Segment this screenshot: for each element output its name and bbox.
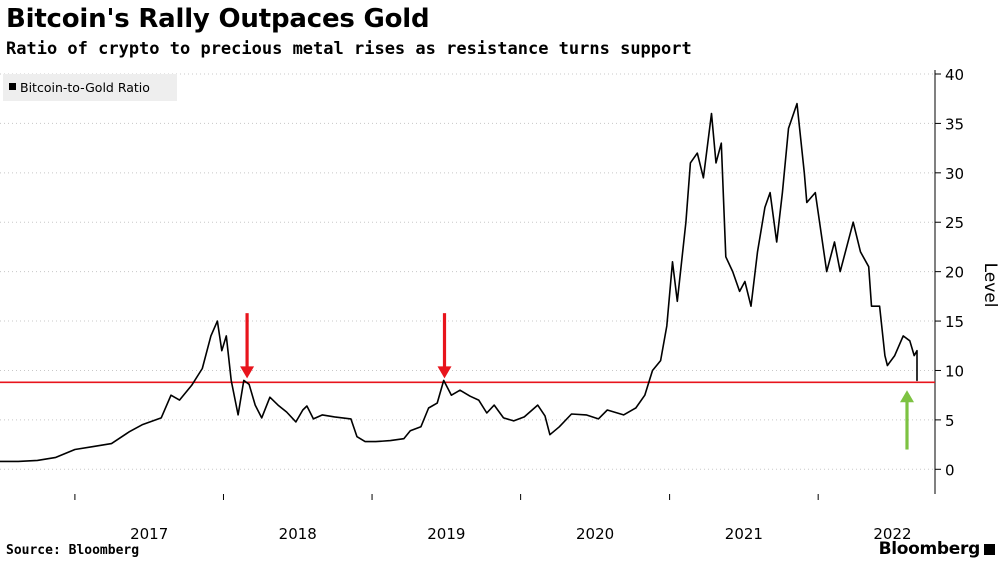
x-tick-label: 2017: [130, 525, 168, 543]
brand-square-icon: [984, 543, 995, 555]
y-axis: 0 5 10 15 20 25 30 35 40: [934, 66, 964, 494]
x-tick-label: 2022: [873, 525, 911, 543]
red-arrow-down: [240, 313, 255, 379]
x-tick-label: 2019: [427, 525, 465, 543]
y-tick-label: 0: [945, 461, 955, 479]
y-tick-label: 25: [945, 214, 964, 232]
x-tick-label: 2020: [576, 525, 614, 543]
legend-entry-bitcoin-to-gold-ratio: Bitcoin-to-Gold Ratio: [20, 80, 150, 95]
chart-subtitle: Ratio of crypto to precious metal rises …: [6, 39, 692, 59]
y-tick-label: 15: [945, 313, 964, 331]
brand-name: Bloomberg: [878, 539, 981, 559]
x-tick-label: 2021: [725, 525, 763, 543]
series-line-bitcoin-to-gold-ratio: [0, 102, 918, 463]
x-tick-label: 2018: [279, 525, 317, 543]
gridlines: [0, 73, 935, 470]
green-arrow-up: [900, 390, 914, 450]
x-axis: 2017 2018 2019 2020 2021 2022: [74, 494, 912, 543]
y-tick-label: 5: [945, 412, 955, 430]
legend-background: [3, 74, 177, 101]
source-note: Source: Bloomberg: [6, 543, 140, 558]
legend: Bitcoin-to-Gold Ratio: [3, 74, 177, 101]
y-tick-label: 30: [945, 165, 964, 183]
legend-swatch: [9, 83, 16, 90]
y-tick-label: 40: [945, 66, 964, 84]
y-axis-label: Level: [980, 263, 1000, 308]
chart-title: Bitcoin's Rally Outpaces Gold: [6, 4, 430, 34]
y-tick-label: 35: [945, 115, 964, 133]
series-group: [0, 102, 918, 463]
annotation-arrows: [240, 313, 914, 450]
y-tick-label: 10: [945, 362, 964, 380]
y-tick-label: 20: [945, 264, 964, 282]
bloomberg-logo: Bloomberg: [879, 539, 995, 559]
red-arrow-down: [437, 313, 452, 379]
